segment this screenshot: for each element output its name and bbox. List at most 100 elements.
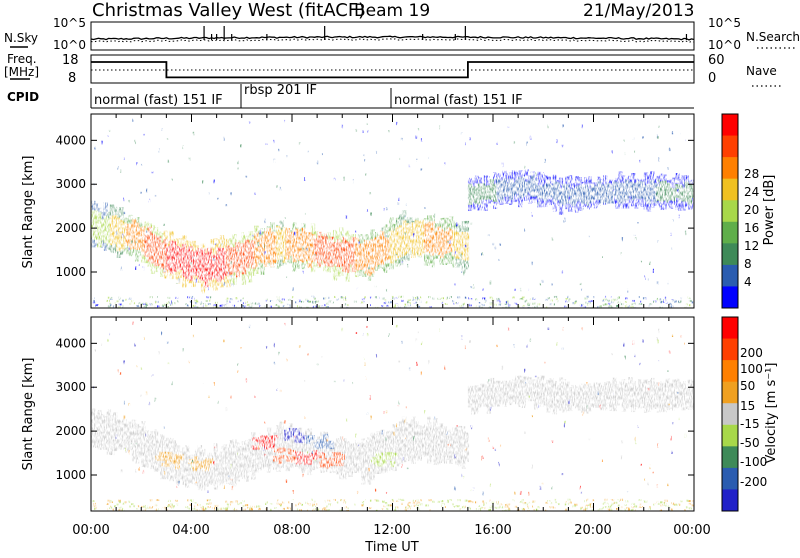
echo-cell bbox=[455, 231, 460, 259]
echo-cell bbox=[128, 223, 134, 250]
freq-tick-top: 18 bbox=[62, 53, 79, 68]
colorbar-swatch bbox=[722, 489, 738, 512]
ground-scatter bbox=[572, 505, 574, 508]
power-cbar-tick: 16 bbox=[744, 221, 759, 235]
speckle bbox=[230, 478, 233, 481]
ground-scatter bbox=[478, 305, 481, 308]
speckle bbox=[464, 244, 467, 248]
ground-scatter bbox=[488, 508, 491, 511]
ground-scatter bbox=[627, 508, 631, 511]
speckle bbox=[148, 401, 151, 406]
ground-scatter bbox=[239, 299, 242, 302]
speckle bbox=[326, 235, 329, 237]
ground-scatter bbox=[200, 505, 204, 508]
ground-scatter bbox=[416, 499, 420, 502]
speckle bbox=[481, 456, 483, 461]
ground-scatter bbox=[107, 296, 112, 299]
echo-cell bbox=[442, 231, 448, 255]
ground-scatter bbox=[572, 302, 576, 305]
ground-scatter bbox=[644, 500, 648, 503]
velocity-cell bbox=[303, 454, 308, 460]
echo-cell bbox=[480, 183, 485, 200]
echo-cell bbox=[156, 236, 162, 266]
ground-scatter bbox=[93, 299, 97, 302]
ground-scatter bbox=[457, 499, 461, 502]
speckle bbox=[671, 334, 674, 337]
echo-cell bbox=[210, 454, 215, 485]
speckle bbox=[231, 283, 234, 287]
ground-scatter bbox=[500, 506, 504, 509]
speckle bbox=[623, 342, 625, 347]
colorbar-swatch bbox=[722, 446, 738, 469]
echo-cell bbox=[204, 457, 209, 487]
echo-cell bbox=[266, 427, 272, 473]
colorbar-swatch bbox=[722, 243, 738, 266]
speckle bbox=[158, 351, 160, 355]
ground-scatter bbox=[133, 302, 136, 305]
ground-scatter bbox=[568, 298, 571, 301]
speckle bbox=[202, 383, 204, 386]
speckle bbox=[470, 425, 473, 430]
ground-scatter bbox=[398, 498, 402, 501]
echo-cell bbox=[634, 182, 639, 198]
speckle bbox=[252, 437, 254, 441]
speckle bbox=[439, 125, 441, 130]
ground-scatter bbox=[325, 306, 328, 308]
echo-cell bbox=[335, 239, 341, 268]
echo-cell bbox=[122, 419, 127, 449]
speckle bbox=[365, 173, 367, 176]
speckle bbox=[551, 440, 554, 443]
ground-scatter bbox=[369, 296, 373, 299]
ground-scatter bbox=[112, 508, 116, 511]
echo-cell bbox=[141, 421, 146, 467]
ground-scatter bbox=[398, 509, 401, 511]
ground-scatter bbox=[287, 298, 292, 301]
echo-cell bbox=[285, 228, 291, 260]
speckle bbox=[404, 232, 406, 236]
ground-scatter bbox=[574, 505, 577, 508]
speckle bbox=[171, 178, 173, 181]
ground-scatter bbox=[642, 297, 646, 300]
speckle bbox=[623, 139, 625, 142]
ground-scatter bbox=[437, 500, 440, 503]
ground-scatter bbox=[468, 297, 471, 300]
speckle bbox=[642, 136, 644, 139]
ground-scatter bbox=[323, 297, 326, 300]
ground-scatter bbox=[296, 305, 301, 308]
speckle bbox=[400, 137, 403, 141]
speckle bbox=[101, 140, 103, 145]
speckle bbox=[489, 406, 492, 411]
ground-scatter bbox=[167, 296, 171, 299]
echo-cell bbox=[452, 427, 457, 460]
echo-cell bbox=[392, 424, 397, 472]
ground-scatter bbox=[567, 300, 571, 303]
ground-scatter bbox=[550, 299, 553, 302]
ground-scatter bbox=[239, 502, 242, 505]
velocity-cell bbox=[192, 467, 197, 472]
echo-cell bbox=[518, 375, 523, 408]
echo-cell bbox=[499, 382, 504, 403]
speckle bbox=[398, 400, 400, 405]
speckle bbox=[195, 278, 198, 283]
speckle bbox=[284, 420, 286, 424]
speckle bbox=[163, 471, 166, 475]
ground-scatter bbox=[505, 504, 509, 507]
speckle bbox=[163, 268, 166, 272]
speckle bbox=[352, 381, 354, 385]
speckle bbox=[375, 150, 378, 154]
power-cbar-tick: 20 bbox=[744, 203, 759, 217]
ground-scatter bbox=[241, 304, 245, 307]
echo-cell bbox=[599, 184, 605, 203]
speckle bbox=[463, 475, 465, 479]
ground-scatter bbox=[688, 304, 692, 307]
ground-scatter bbox=[279, 503, 282, 506]
ground-scatter bbox=[686, 499, 689, 502]
ground-scatter bbox=[122, 299, 124, 302]
ground-scatter bbox=[313, 500, 316, 503]
echo-cell bbox=[166, 246, 171, 270]
ground-scatter bbox=[416, 501, 419, 504]
speckle bbox=[657, 443, 659, 448]
ground-scatter bbox=[330, 301, 335, 304]
echo-cell bbox=[100, 219, 105, 241]
ground-scatter bbox=[213, 306, 217, 308]
